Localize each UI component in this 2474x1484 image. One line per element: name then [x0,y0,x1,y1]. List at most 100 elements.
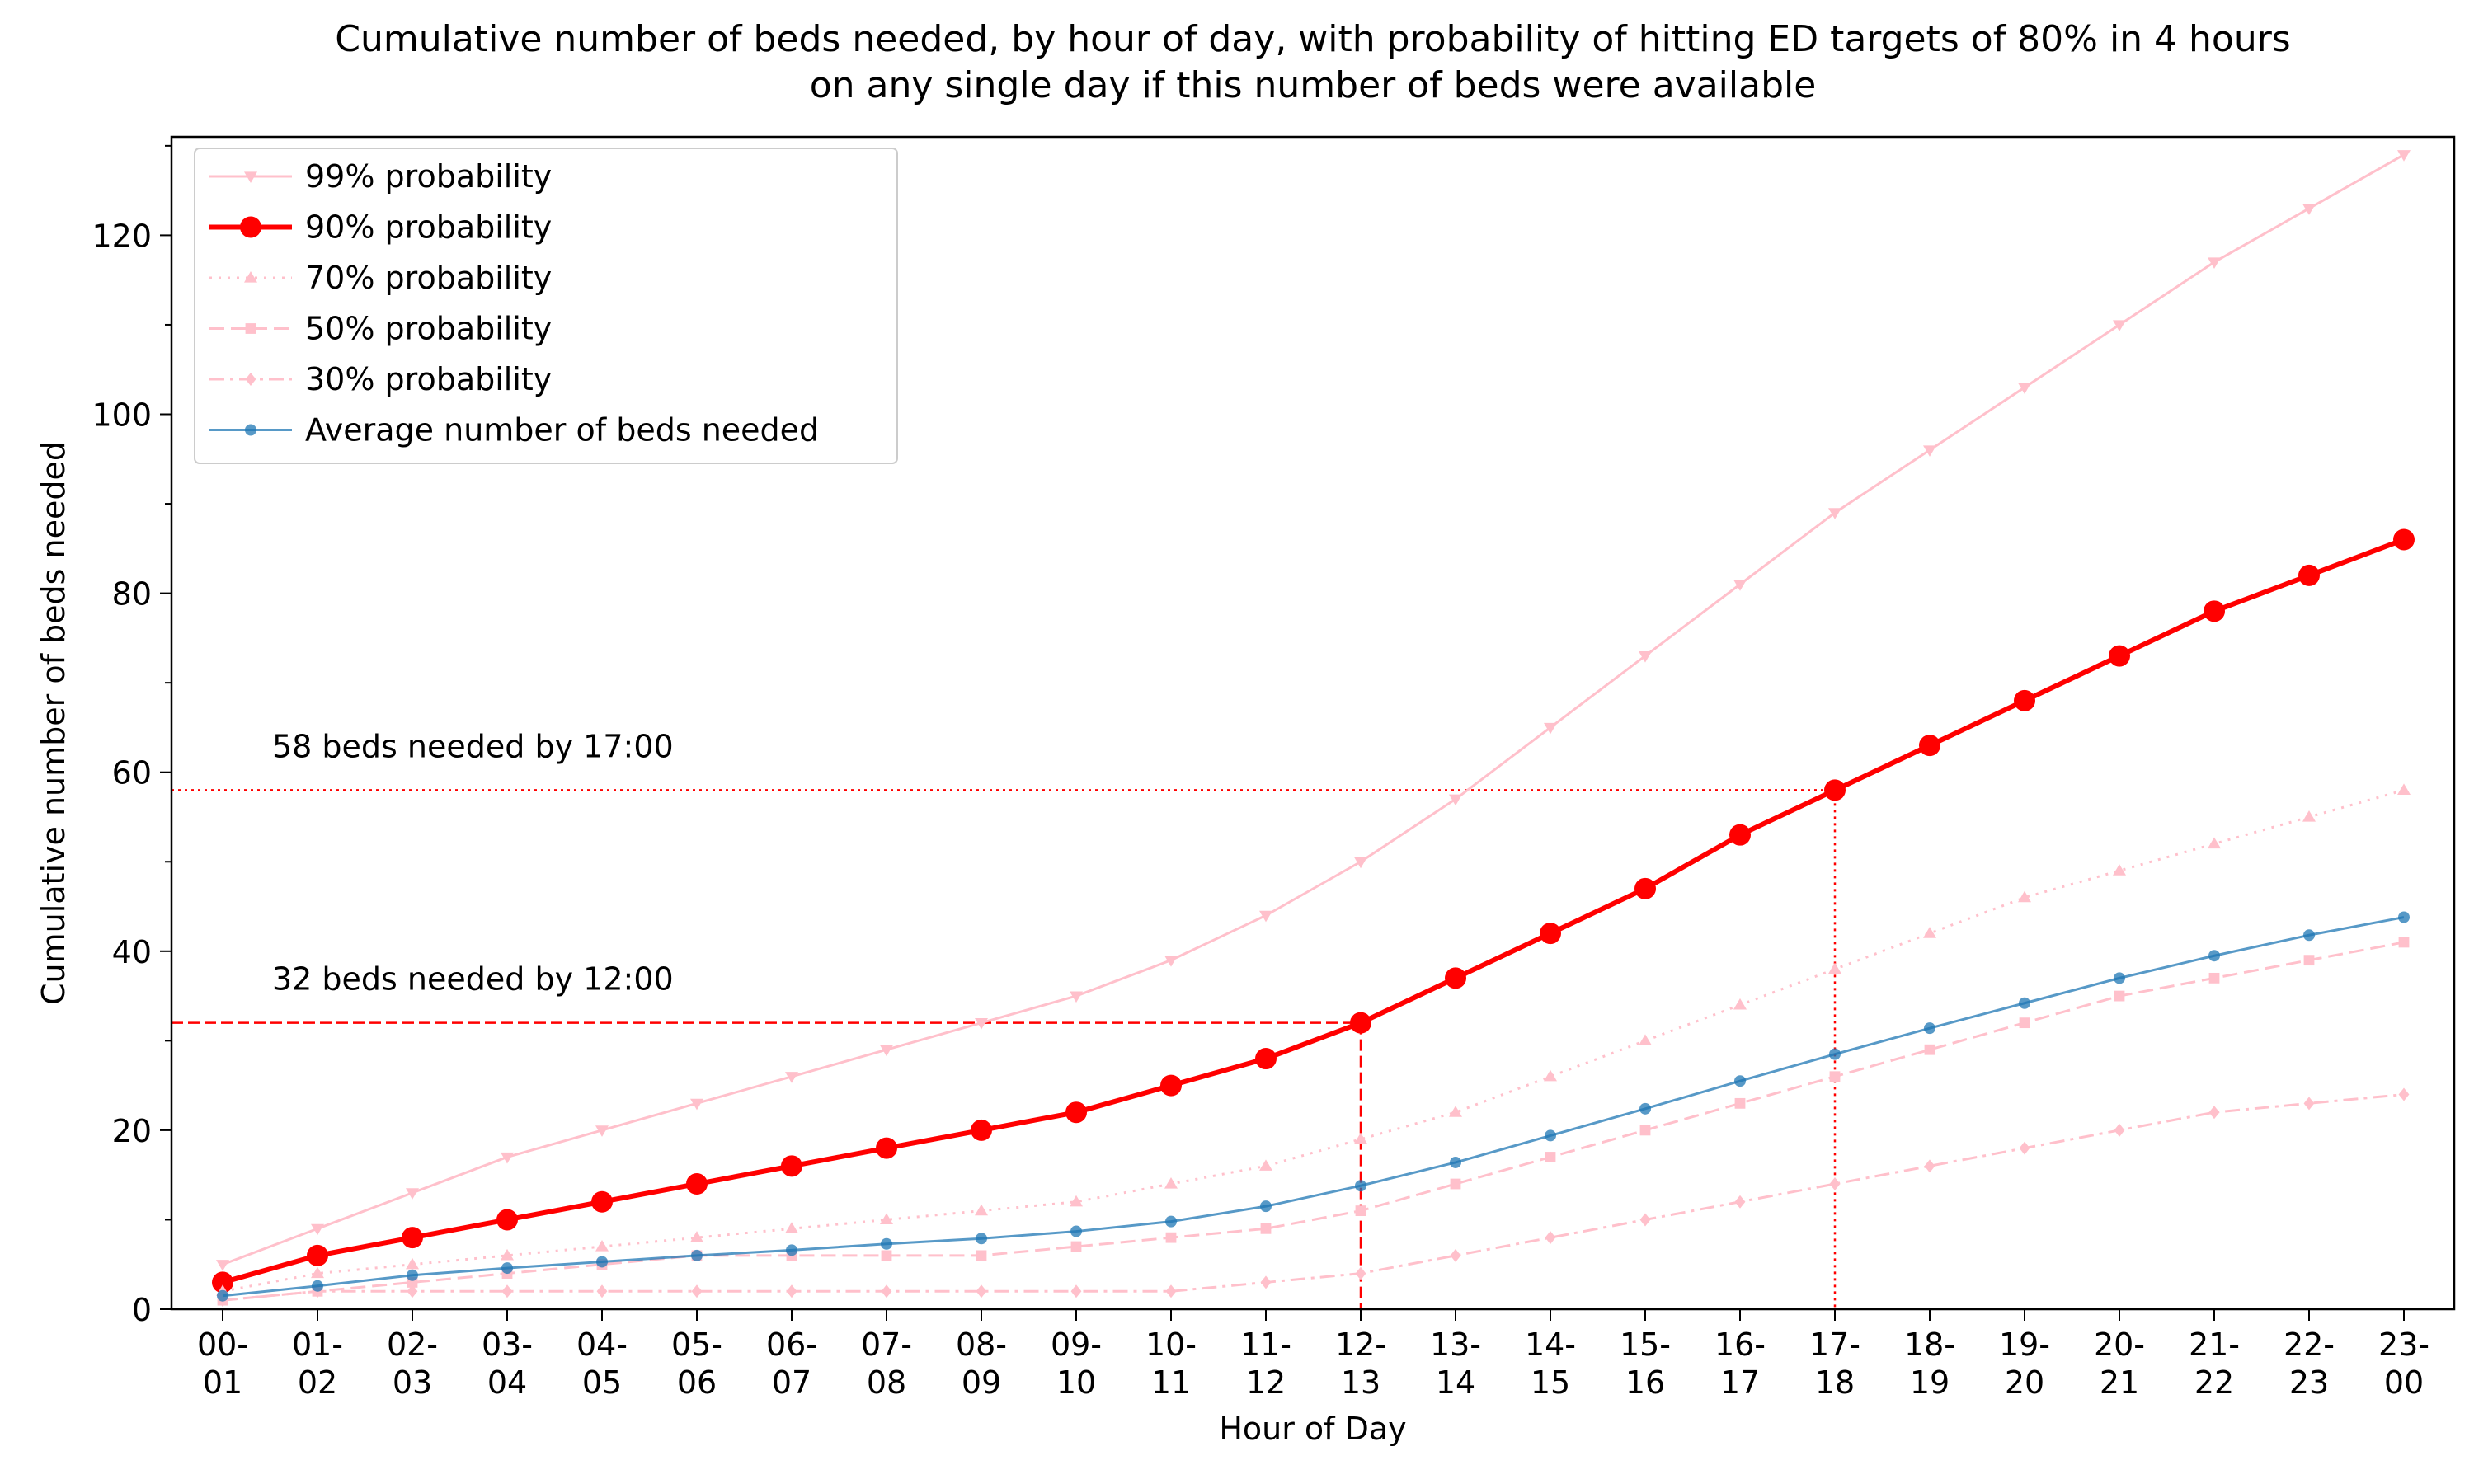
data-point [976,1250,987,1261]
y-tick-label: 0 [132,1292,152,1328]
data-point [2020,1017,2030,1028]
data-point [1445,967,1466,989]
x-tick-label-line-1: 16- [1714,1327,1766,1363]
chart-title-line-2: on any single day if this number of beds… [810,64,1817,106]
legend-swatch-marker [246,323,256,334]
data-point [1451,1179,1461,1190]
data-point [1166,1233,1177,1243]
y-axis-label: Cumulative number of beds needed [35,441,72,1005]
x-tick-label-line-1: 03- [482,1327,533,1363]
data-point [1255,1048,1277,1069]
x-tick-label-line-2: 17 [1720,1364,1760,1401]
data-point [1729,824,1751,846]
x-tick-label-line-1: 00- [197,1327,248,1363]
data-point [596,1256,608,1267]
x-tick-label-line-2: 22 [2194,1364,2234,1401]
x-tick-label-line-2: 00 [2384,1364,2424,1401]
data-point [1735,1098,1746,1109]
legend-swatch-marker [240,217,261,238]
x-tick-label-line-2: 02 [298,1364,337,1401]
x-tick-label-line-2: 06 [677,1364,717,1401]
x-tick-label-line-2: 13 [1341,1364,1380,1401]
data-point [2393,528,2415,550]
data-point [1070,1226,1082,1237]
data-point [496,1209,518,1230]
x-tick-label-line-2: 10 [1056,1364,1096,1401]
data-point [1924,1022,1935,1034]
data-point [1071,1242,1082,1252]
x-tick-label-line-1: 19- [1999,1327,2050,1363]
x-tick-label-line-1: 13- [1430,1327,1481,1363]
data-point [971,1120,992,1141]
y-tick-label: 120 [92,218,152,254]
x-tick-label-line-2: 18 [1815,1364,1855,1401]
data-point [501,1262,513,1274]
y-tick-label: 100 [92,397,152,434]
x-tick-label-line-1: 20- [2094,1327,2145,1363]
data-point [2204,600,2225,622]
x-tick-label-line-1: 11- [1240,1327,1291,1363]
x-tick-label-line-2: 07 [772,1364,811,1401]
x-axis-label: Hour of Day [1219,1411,1406,1447]
data-point [786,1244,797,1256]
x-tick-label-line-2: 01 [203,1364,242,1401]
x-tick-label-line-1: 10- [1145,1327,1197,1363]
x-tick-label-line-2: 08 [867,1364,906,1401]
data-point [686,1173,708,1195]
data-point [402,1227,423,1248]
x-tick-label-line-2: 11 [1151,1364,1191,1401]
x-tick-label-line-1: 06- [766,1327,817,1363]
data-point [2114,991,2125,1002]
data-point [1634,878,1656,899]
x-tick-label-line-2: 15 [1531,1364,1570,1401]
data-point [1165,1216,1177,1228]
data-point [1261,1223,1272,1234]
x-tick-label-line-1: 14- [1525,1327,1576,1363]
data-point [1540,923,1561,944]
x-tick-label-line-2: 16 [1625,1364,1665,1401]
x-tick-label-line-2: 09 [962,1364,1001,1401]
data-point [882,1250,892,1261]
y-tick-label: 20 [112,1113,152,1149]
x-tick-label-line-1: 12- [1335,1327,1386,1363]
data-point [591,1191,613,1213]
legend-label: 70% probability [305,260,552,296]
x-tick-label-line-1: 23- [2378,1327,2429,1363]
data-point [2399,937,2410,948]
data-point [1356,1205,1366,1216]
data-point [1824,779,1846,801]
data-point [691,1250,703,1261]
data-point [976,1233,987,1244]
data-point [307,1245,328,1266]
x-tick-label-line-1: 02- [387,1327,438,1363]
y-tick-label: 80 [112,576,152,613]
x-tick-label-line-2: 12 [1246,1364,1286,1401]
data-point [1450,1157,1461,1168]
data-point [1830,1071,1841,1082]
legend: 99% probability90% probability70% probab… [195,148,897,463]
x-tick-label-line-1: 05- [671,1327,722,1363]
data-point [1919,735,1940,756]
data-point [1260,1200,1272,1212]
data-point [2303,929,2315,941]
annotation-text: 58 beds needed by 17:00 [272,728,674,764]
legend-label: 30% probability [305,361,552,397]
data-point [2114,972,2125,984]
data-point [217,1290,228,1302]
data-point [2298,565,2320,586]
x-tick-label-line-2: 21 [2100,1364,2139,1401]
data-point [781,1155,802,1176]
data-point [881,1238,892,1250]
data-point [1925,1045,1935,1055]
x-tick-label-line-2: 03 [393,1364,432,1401]
data-point [2019,998,2030,1009]
x-tick-label-line-1: 22- [2284,1327,2335,1363]
data-point [1640,1125,1651,1136]
x-tick-label-line-2: 14 [1436,1364,1475,1401]
data-point [407,1270,418,1281]
x-tick-label-line-2: 20 [2005,1364,2044,1401]
data-point [1545,1152,1556,1162]
x-tick-label-line-2: 23 [2289,1364,2329,1401]
data-point [1355,1180,1366,1191]
